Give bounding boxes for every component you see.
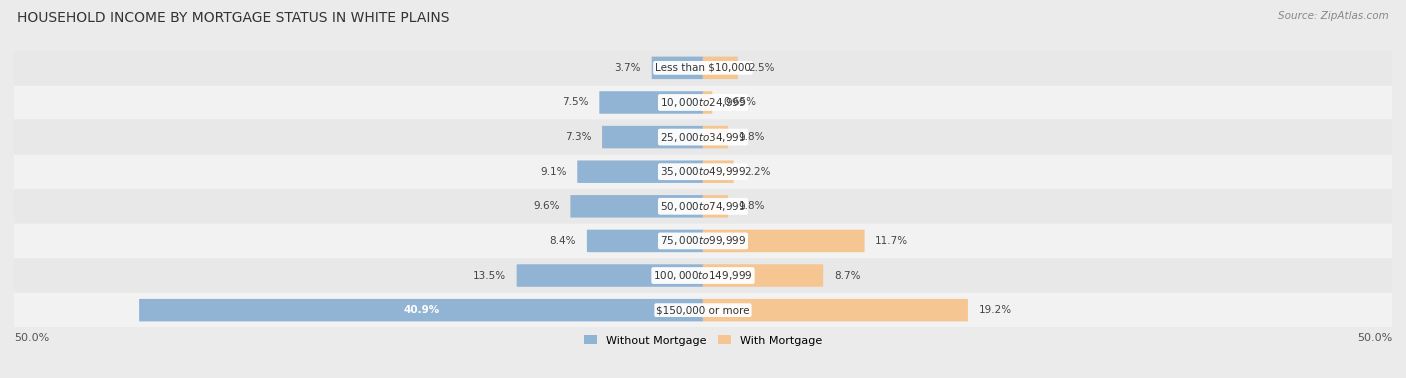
Text: 11.7%: 11.7%	[875, 236, 908, 246]
Text: Source: ZipAtlas.com: Source: ZipAtlas.com	[1278, 11, 1389, 21]
Text: 7.3%: 7.3%	[565, 132, 592, 142]
FancyBboxPatch shape	[571, 195, 703, 218]
Bar	[14, 51, 1392, 85]
Bar	[14, 224, 1392, 258]
Text: 2.2%: 2.2%	[744, 167, 770, 177]
Legend: Without Mortgage, With Mortgage: Without Mortgage, With Mortgage	[579, 331, 827, 350]
Text: 9.6%: 9.6%	[533, 201, 560, 211]
Text: 9.1%: 9.1%	[540, 167, 567, 177]
FancyBboxPatch shape	[578, 160, 703, 183]
FancyBboxPatch shape	[703, 264, 824, 287]
Text: $150,000 or more: $150,000 or more	[657, 305, 749, 315]
Text: 3.7%: 3.7%	[614, 63, 641, 73]
FancyBboxPatch shape	[703, 91, 713, 114]
Bar	[14, 189, 1392, 223]
FancyBboxPatch shape	[703, 160, 734, 183]
Text: 50.0%: 50.0%	[14, 333, 49, 342]
Text: $100,000 to $149,999: $100,000 to $149,999	[654, 269, 752, 282]
Text: 1.8%: 1.8%	[738, 201, 765, 211]
Bar	[14, 85, 1392, 119]
FancyBboxPatch shape	[703, 57, 738, 79]
Text: 0.65%: 0.65%	[723, 98, 756, 107]
Text: 8.4%: 8.4%	[550, 236, 576, 246]
Text: 40.9%: 40.9%	[404, 305, 439, 315]
Bar	[14, 155, 1392, 189]
Bar	[14, 293, 1392, 327]
Bar	[14, 259, 1392, 293]
FancyBboxPatch shape	[602, 126, 703, 148]
FancyBboxPatch shape	[516, 264, 703, 287]
Text: $25,000 to $34,999: $25,000 to $34,999	[659, 130, 747, 144]
Text: 8.7%: 8.7%	[834, 271, 860, 280]
Text: $50,000 to $74,999: $50,000 to $74,999	[659, 200, 747, 213]
Text: HOUSEHOLD INCOME BY MORTGAGE STATUS IN WHITE PLAINS: HOUSEHOLD INCOME BY MORTGAGE STATUS IN W…	[17, 11, 450, 25]
Text: 7.5%: 7.5%	[562, 98, 589, 107]
Text: $75,000 to $99,999: $75,000 to $99,999	[659, 234, 747, 248]
Text: $35,000 to $49,999: $35,000 to $49,999	[659, 165, 747, 178]
FancyBboxPatch shape	[651, 57, 703, 79]
Text: 19.2%: 19.2%	[979, 305, 1012, 315]
Text: 50.0%: 50.0%	[1357, 333, 1392, 342]
FancyBboxPatch shape	[703, 195, 728, 218]
FancyBboxPatch shape	[139, 299, 703, 321]
Text: $10,000 to $24,999: $10,000 to $24,999	[659, 96, 747, 109]
FancyBboxPatch shape	[599, 91, 703, 114]
FancyBboxPatch shape	[703, 299, 967, 321]
FancyBboxPatch shape	[703, 230, 865, 252]
Bar	[14, 120, 1392, 154]
Text: 13.5%: 13.5%	[472, 271, 506, 280]
Text: 1.8%: 1.8%	[738, 132, 765, 142]
FancyBboxPatch shape	[703, 126, 728, 148]
Text: 2.5%: 2.5%	[748, 63, 775, 73]
Text: Less than $10,000: Less than $10,000	[655, 63, 751, 73]
FancyBboxPatch shape	[586, 230, 703, 252]
